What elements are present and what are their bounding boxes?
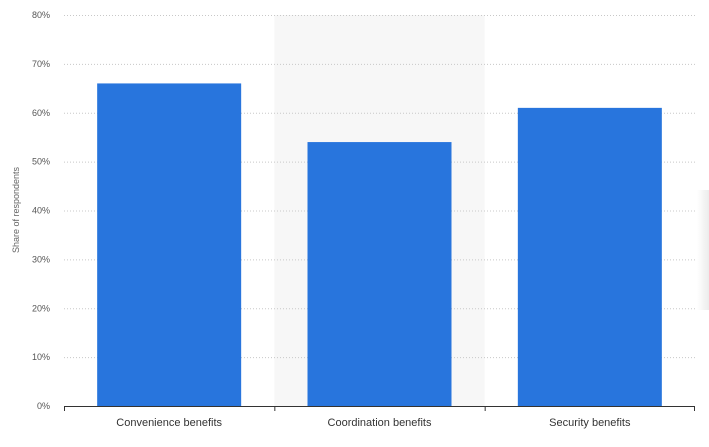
y-tick-label: 70%	[32, 59, 50, 69]
y-tick-label: 10%	[32, 352, 50, 362]
y-tick-label: 50%	[32, 157, 50, 167]
scroll-edge-shadow	[697, 190, 709, 310]
y-tick-label: 30%	[32, 254, 50, 264]
y-axis-label: Share of respondents	[11, 166, 21, 254]
y-tick-label: 20%	[32, 303, 50, 313]
y-tick-label: 60%	[32, 108, 50, 118]
bar	[307, 142, 452, 406]
bar	[97, 83, 242, 407]
y-tick-label: 0%	[37, 401, 50, 411]
x-category-label: Convenience benefits	[116, 417, 222, 429]
bar	[517, 107, 662, 407]
x-category-label: Security benefits	[549, 417, 631, 429]
x-category-label: Coordination benefits	[328, 417, 432, 429]
y-tick-label: 40%	[32, 206, 50, 216]
y-tick-label: 80%	[32, 10, 50, 20]
